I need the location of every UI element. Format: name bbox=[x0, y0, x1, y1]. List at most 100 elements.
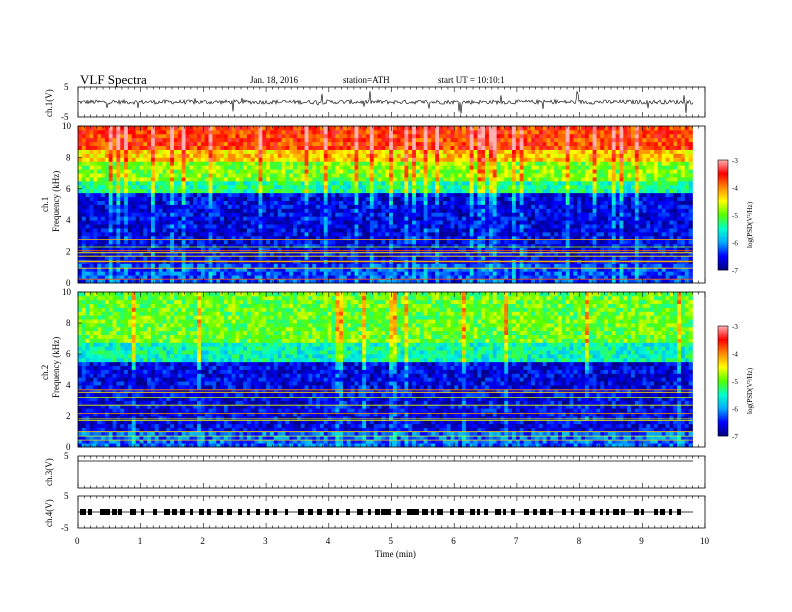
spectrogram-cell bbox=[381, 247, 386, 253]
spectrogram-cell bbox=[419, 220, 425, 225]
spectrogram-cell bbox=[419, 275, 425, 280]
spectrogram-cell bbox=[185, 216, 190, 221]
spectrogram-cell bbox=[504, 141, 509, 147]
spectrogram-cell bbox=[262, 196, 267, 201]
spectrogram-cell bbox=[358, 216, 363, 221]
spectrogram-cell bbox=[327, 188, 332, 194]
spectrogram-cell bbox=[243, 216, 248, 221]
spectrogram-cell bbox=[235, 204, 240, 209]
spectrogram-cell bbox=[346, 196, 352, 201]
spectrogram-cell bbox=[108, 208, 113, 213]
spectrogram-cell bbox=[258, 208, 263, 213]
spectrogram-cell bbox=[262, 263, 267, 268]
spectrogram-cell bbox=[197, 149, 202, 154]
spectrogram-cell bbox=[535, 126, 540, 131]
spectrogram-cell bbox=[531, 220, 536, 225]
spectrogram-cell bbox=[258, 255, 263, 260]
spectrogram-cell bbox=[319, 149, 325, 154]
spectrogram-cell bbox=[412, 251, 417, 256]
spectrogram-cell bbox=[131, 235, 137, 241]
spectrogram-cell bbox=[515, 173, 521, 178]
spectrogram-cell bbox=[389, 235, 394, 241]
spectrogram-cell bbox=[331, 137, 336, 143]
spectrogram-cell bbox=[124, 188, 129, 194]
spectrogram-cell bbox=[427, 231, 432, 237]
spectrogram-cell bbox=[496, 129, 501, 135]
spectrogram-cell bbox=[408, 231, 413, 237]
spectrogram-cell bbox=[458, 255, 463, 260]
spectrogram-cell bbox=[273, 165, 279, 170]
spectrogram-cell bbox=[366, 165, 371, 170]
spectrogram-cell bbox=[208, 184, 213, 190]
spectrogram-cell bbox=[400, 188, 405, 194]
spectrogram-cell bbox=[208, 149, 213, 154]
spectrogram-cell bbox=[143, 126, 148, 131]
spectrogram-cell bbox=[85, 255, 90, 260]
spectrogram-cell bbox=[197, 165, 202, 170]
spectrogram-cell bbox=[531, 161, 536, 166]
spectrogram-cell bbox=[204, 251, 209, 256]
spectrogram-cell bbox=[158, 216, 163, 221]
spectrogram-cell bbox=[458, 141, 463, 147]
spectrogram-cell bbox=[200, 165, 206, 170]
spectrogram-cell bbox=[458, 149, 463, 154]
spectrogram-cell bbox=[235, 184, 240, 190]
spectrogram-cell bbox=[300, 169, 305, 174]
spectrogram-cell bbox=[166, 133, 171, 139]
spectrogram-cell bbox=[231, 180, 236, 186]
spectrogram-cell bbox=[150, 231, 156, 237]
spectrogram-cell bbox=[442, 204, 448, 209]
spectrogram-cell bbox=[273, 173, 279, 178]
spectrogram-cell bbox=[335, 165, 340, 170]
spectrogram-cell bbox=[458, 239, 463, 245]
spectrogram-cell bbox=[462, 235, 467, 241]
spectrogram-cell bbox=[535, 271, 540, 276]
spectrogram-cell bbox=[78, 235, 83, 241]
spectrogram-cell bbox=[366, 145, 371, 150]
spectrogram-cell bbox=[508, 212, 513, 217]
spectrogram-cell bbox=[358, 247, 363, 253]
spectrogram-cell bbox=[154, 141, 160, 147]
spectrogram-cell bbox=[454, 208, 459, 213]
spectrogram-cell bbox=[312, 169, 317, 174]
spectrogram-cell bbox=[319, 180, 325, 186]
spectrogram-cell bbox=[427, 188, 432, 194]
spectrogram-cell bbox=[527, 235, 532, 241]
spectrogram-cell bbox=[223, 188, 229, 194]
spectrogram-cell bbox=[270, 153, 275, 158]
spectrogram-cell bbox=[319, 235, 325, 241]
spectrogram-cell bbox=[546, 141, 551, 147]
spectrogram-cell bbox=[435, 212, 440, 217]
spectrogram-cell bbox=[381, 275, 386, 280]
spectrogram-cell bbox=[189, 145, 194, 150]
spectrogram-cell bbox=[131, 161, 137, 166]
spectrogram-cell bbox=[239, 145, 244, 150]
spectrogram-cell bbox=[316, 271, 321, 276]
spectrogram-cell bbox=[174, 271, 179, 276]
spectrogram-cell bbox=[135, 271, 140, 276]
spectrogram-cell bbox=[312, 251, 317, 256]
spectrogram-cell bbox=[485, 216, 490, 221]
spectrogram-cell bbox=[377, 153, 382, 158]
spectrogram-cell bbox=[93, 251, 98, 256]
spectrogram-cell bbox=[285, 204, 290, 209]
spectrogram-cell bbox=[150, 228, 156, 233]
spectrogram-cell bbox=[404, 169, 409, 174]
spectrogram-cell bbox=[162, 129, 167, 135]
spectrogram-cell bbox=[500, 216, 505, 221]
spectrogram-cell bbox=[454, 188, 459, 194]
spectrogram-cell bbox=[431, 133, 436, 139]
spectrogram-cell bbox=[227, 224, 233, 229]
spectrogram-cell bbox=[385, 177, 390, 182]
spectrogram-cell bbox=[500, 243, 505, 249]
spectrogram-cell bbox=[162, 263, 167, 268]
spectrogram-cell bbox=[458, 161, 463, 166]
spectrogram-cell bbox=[204, 145, 209, 150]
spectrogram-cell bbox=[108, 149, 113, 154]
spectrogram-cell bbox=[331, 184, 336, 190]
spectrogram-cell bbox=[496, 177, 501, 182]
spectrogram-cell bbox=[250, 196, 256, 201]
spectrogram-cell bbox=[78, 129, 83, 135]
spectrogram-cell bbox=[327, 275, 332, 280]
spectrogram-cell bbox=[277, 204, 282, 209]
